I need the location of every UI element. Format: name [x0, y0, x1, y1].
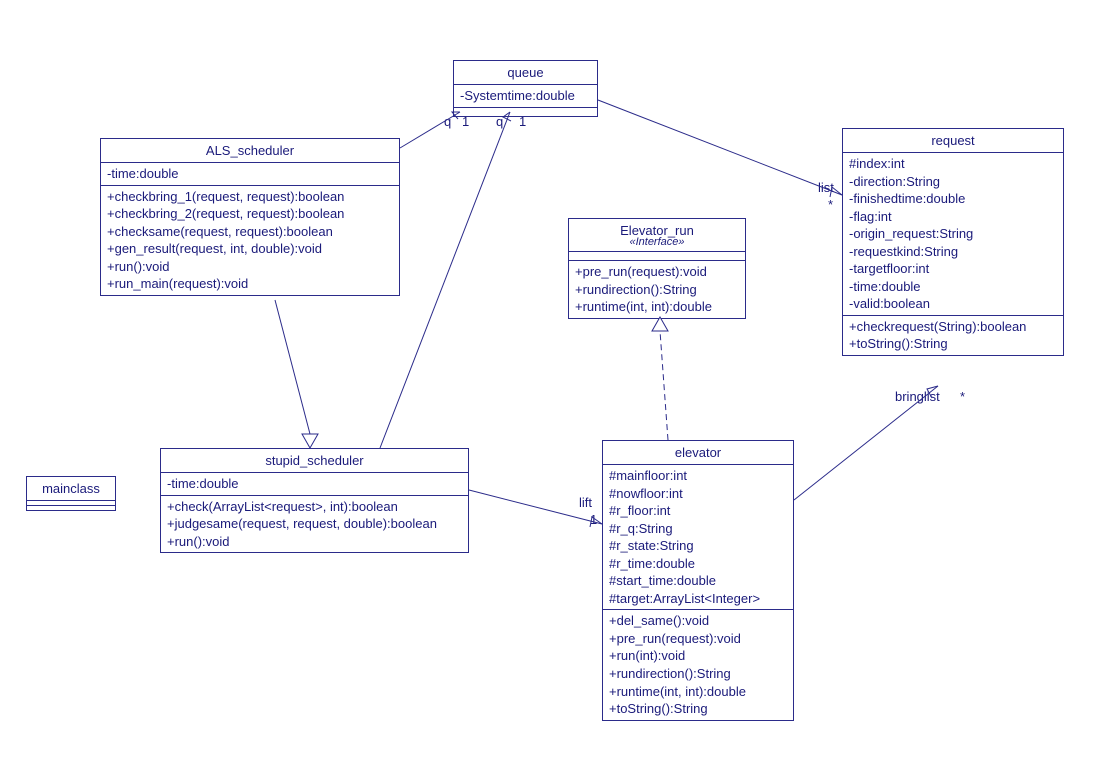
assoc-role-label: list: [818, 180, 834, 195]
class-elevator-run: Elevator_run «Interface» +pre_run(reques…: [568, 218, 746, 319]
method: +checkbring_2(request, request):boolean: [107, 205, 393, 223]
assoc-mult-label: 1: [519, 114, 526, 129]
class-request: request #index:int -direction:String -fi…: [842, 128, 1064, 356]
attr: #start_time:double: [609, 572, 787, 590]
attr: -finishedtime:double: [849, 190, 1057, 208]
attr: -Systemtime:double: [460, 87, 591, 105]
attrs: -time:double: [161, 473, 468, 496]
attr: -direction:String: [849, 173, 1057, 191]
class-title: ALS_scheduler: [101, 139, 399, 163]
assoc-role-label: q: [444, 114, 451, 129]
attr: -time:double: [849, 278, 1057, 296]
attr: #mainfloor:int: [609, 467, 787, 485]
assoc-role-label: lift: [579, 495, 592, 510]
class-stupid-scheduler: stupid_scheduler -time:double +check(Arr…: [160, 448, 469, 553]
assoc-role-label: bringlist: [895, 389, 940, 404]
assoc-mult-label: 1: [590, 512, 597, 527]
edge-als-stupid: [275, 300, 310, 434]
assoc-role-label: q: [496, 114, 503, 129]
class-title: elevator: [603, 441, 793, 465]
method: +rundirection():String: [575, 281, 739, 299]
method: +rundirection():String: [609, 665, 787, 683]
assoc-mult-label: *: [828, 197, 833, 212]
attrs: -time:double: [101, 163, 399, 186]
attr: -time:double: [107, 165, 393, 183]
method: +checksame(request, request):boolean: [107, 223, 393, 241]
attr: #nowfloor:int: [609, 485, 787, 503]
class-als-scheduler: ALS_scheduler -time:double +checkbring_1…: [100, 138, 400, 296]
method: +pre_run(request):void: [575, 263, 739, 281]
methods: +check(ArrayList<request>, int):boolean …: [161, 496, 468, 553]
methods: +pre_run(request):void +rundirection():S…: [569, 261, 745, 318]
method: +run_main(request):void: [107, 275, 393, 293]
method: +run():void: [107, 258, 393, 276]
class-mainclass: mainclass: [26, 476, 116, 511]
attrs: -Systemtime:double: [454, 85, 597, 108]
class-title: stupid_scheduler: [161, 449, 468, 473]
attr: -time:double: [167, 475, 462, 493]
method: +judgesame(request, request, double):boo…: [167, 515, 462, 533]
edge-queue-request: [598, 100, 842, 195]
class-title: mainclass: [27, 477, 115, 501]
attr: -requestkind:String: [849, 243, 1057, 261]
method: +pre_run(request):void: [609, 630, 787, 648]
class-queue: queue -Systemtime:double: [453, 60, 598, 117]
methods: +del_same():void +pre_run(request):void …: [603, 610, 793, 719]
method: +check(ArrayList<request>, int):boolean: [167, 498, 462, 516]
method: +runtime(int, int):double: [575, 298, 739, 316]
empty-attrs: [569, 252, 745, 261]
method: +runtime(int, int):double: [609, 683, 787, 701]
empty-methods: [27, 506, 115, 510]
class-title: request: [843, 129, 1063, 153]
arrowhead-generalization: [302, 434, 318, 448]
attrs: #index:int -direction:String -finishedti…: [843, 153, 1063, 316]
class-title: queue: [454, 61, 597, 85]
attr: -targetfloor:int: [849, 260, 1057, 278]
method: +checkbring_1(request, request):boolean: [107, 188, 393, 206]
assoc-mult-label: *: [960, 389, 965, 404]
attr: #r_time:double: [609, 555, 787, 573]
attr: -valid:boolean: [849, 295, 1057, 313]
method: +del_same():void: [609, 612, 787, 630]
attr: -origin_request:String: [849, 225, 1057, 243]
stereotype: «Interface»: [569, 236, 745, 252]
arrowhead-realization: [652, 317, 668, 331]
attr: -flag:int: [849, 208, 1057, 226]
edge-elevator-run-realization: [660, 331, 668, 440]
methods: +checkrequest(String):boolean +toString(…: [843, 316, 1063, 355]
method: +toString():String: [609, 700, 787, 718]
attr: #index:int: [849, 155, 1057, 173]
attr: #r_q:String: [609, 520, 787, 538]
method: +checkrequest(String):boolean: [849, 318, 1057, 336]
attr: #r_floor:int: [609, 502, 787, 520]
assoc-mult-label: 1: [462, 114, 469, 129]
method: +toString():String: [849, 335, 1057, 353]
method: +run(int):void: [609, 647, 787, 665]
methods: +checkbring_1(request, request):boolean …: [101, 186, 399, 295]
method: +gen_result(request, int, double):void: [107, 240, 393, 258]
attr: #target:ArrayList<Integer>: [609, 590, 787, 608]
class-elevator: elevator #mainfloor:int #nowfloor:int #r…: [602, 440, 794, 721]
attrs: #mainfloor:int #nowfloor:int #r_floor:in…: [603, 465, 793, 610]
method: +run():void: [167, 533, 462, 551]
attr: #r_state:String: [609, 537, 787, 555]
